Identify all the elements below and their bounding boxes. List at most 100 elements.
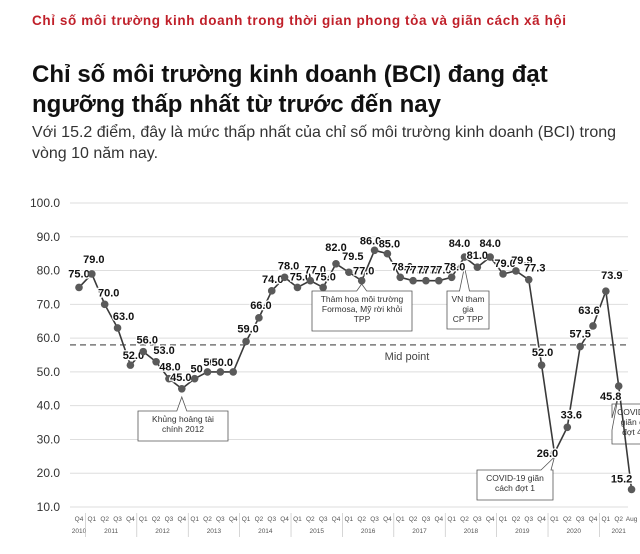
data-point (242, 337, 250, 346)
x-tick-quarter: Q2 (306, 516, 315, 523)
data-label: 86.0 (360, 235, 381, 247)
x-tick-year: 2011 (104, 528, 118, 535)
annotation-text: gia (462, 304, 474, 314)
data-point (190, 374, 199, 383)
x-tick-quarter: Q4 (177, 516, 186, 523)
data-label: 59.0 (237, 323, 258, 335)
data-point (229, 368, 237, 376)
annotation-text: Formosa, Mỹ rời khỏi (322, 304, 402, 314)
x-tick-quarter: Q1 (499, 516, 508, 523)
x-tick-quarter: Q4 (332, 516, 341, 523)
x-tick-year: 2017 (412, 528, 427, 535)
data-label: 57.5 (569, 329, 590, 341)
data-label: 77.3 (524, 263, 545, 275)
annotation-box (476, 455, 556, 501)
x-tick-quarter: Q1 (139, 516, 148, 523)
annotation-text: CP TPP (453, 314, 484, 324)
data-point (88, 270, 96, 278)
x-tick-quarter: Q3 (524, 516, 533, 523)
data-point (396, 273, 405, 282)
x-tick-quarter: Q3 (267, 516, 276, 523)
data-label: 63.0 (113, 311, 134, 323)
data-point (319, 283, 327, 292)
x-tick-year: 2018 (464, 528, 479, 535)
annotation-box (611, 393, 640, 445)
annotation-text: chính 2012 (162, 424, 204, 434)
data-point (409, 276, 417, 285)
data-point (589, 322, 597, 330)
data-point (537, 361, 546, 369)
x-tick-quarter: Q4 (589, 516, 598, 523)
x-tick-year: 2014 (258, 528, 273, 535)
data-label: 63.6 (578, 305, 599, 317)
data-point (113, 324, 122, 332)
data-label: 52.0 (532, 347, 553, 359)
data-point (435, 276, 443, 285)
x-tick-year: 2020 (566, 528, 581, 535)
data-point (139, 347, 148, 356)
data-label: 79.5 (342, 251, 363, 263)
data-point (614, 382, 623, 390)
data-point (460, 253, 469, 261)
data-label: 48.0 (159, 362, 180, 374)
data-point (152, 357, 160, 366)
annotation-box (137, 395, 229, 442)
data-point (216, 368, 225, 376)
data-label: 79.0 (494, 258, 515, 270)
x-tick-quarter: Q2 (409, 516, 418, 523)
data-point (255, 314, 263, 322)
data-point (627, 485, 636, 494)
mid-point-label: Mid point (385, 351, 430, 363)
data-label: 77.0 (353, 266, 374, 278)
data-point (473, 263, 482, 271)
x-tick-quarter: Q1 (242, 516, 251, 523)
x-tick-quarter: Q2 (512, 516, 521, 523)
x-tick-quarter: Q3 (422, 516, 431, 523)
data-label: 82.0 (325, 242, 346, 254)
data-point (357, 276, 366, 285)
x-tick-year: 2010 (72, 528, 87, 535)
data-point (563, 423, 572, 432)
data-point (165, 374, 173, 383)
data-label: 75.0 (68, 268, 89, 280)
annotation-text: COVID-19 giãn (486, 473, 544, 483)
y-tick-label: 50.0 (37, 365, 61, 379)
x-tick-quarter: Q1 (88, 516, 97, 523)
x-tick-quarter: Q3 (576, 516, 585, 523)
x-tick-quarter: Q4 (280, 516, 289, 523)
x-tick-quarter: Q1 (550, 516, 559, 523)
data-point (576, 342, 584, 351)
x-tick-quarter: Q1 (345, 516, 354, 523)
y-tick-label: 30.0 (37, 432, 61, 446)
data-point (345, 268, 353, 277)
data-point (306, 276, 315, 285)
data-label: 15.2 (611, 473, 632, 485)
data-point (100, 300, 109, 309)
data-label: 77.0 (404, 265, 425, 277)
x-tick-quarter: Q3 (216, 516, 225, 523)
y-tick-label: 40.0 (37, 399, 61, 413)
data-label: 52.0 (123, 350, 144, 362)
data-point (267, 287, 276, 295)
x-tick-year: 2015 (309, 528, 324, 535)
data-label: 77.0 (417, 265, 438, 277)
annotation-text: Thảm họa môi trường (321, 294, 404, 304)
data-label: 78.0 (444, 261, 465, 273)
y-tick-label: 20.0 (37, 466, 61, 480)
data-point (383, 249, 392, 258)
x-tick-quarter: Q1 (602, 516, 611, 523)
y-tick-label: 100.0 (30, 196, 60, 210)
x-tick-year: 2012 (155, 528, 170, 535)
data-point (422, 276, 430, 285)
x-tick-quarter: Q2 (357, 516, 366, 523)
data-label: 84.0 (449, 238, 470, 250)
y-tick-label: 90.0 (37, 230, 61, 244)
data-point (499, 270, 507, 278)
data-label: 26.0 (537, 448, 558, 460)
data-label: 75.0 (290, 271, 311, 283)
annotation-text: giãn c (621, 417, 640, 427)
data-point (293, 283, 302, 292)
data-point (524, 275, 533, 284)
data-point (280, 273, 289, 282)
data-label: 70.0 (98, 287, 119, 299)
